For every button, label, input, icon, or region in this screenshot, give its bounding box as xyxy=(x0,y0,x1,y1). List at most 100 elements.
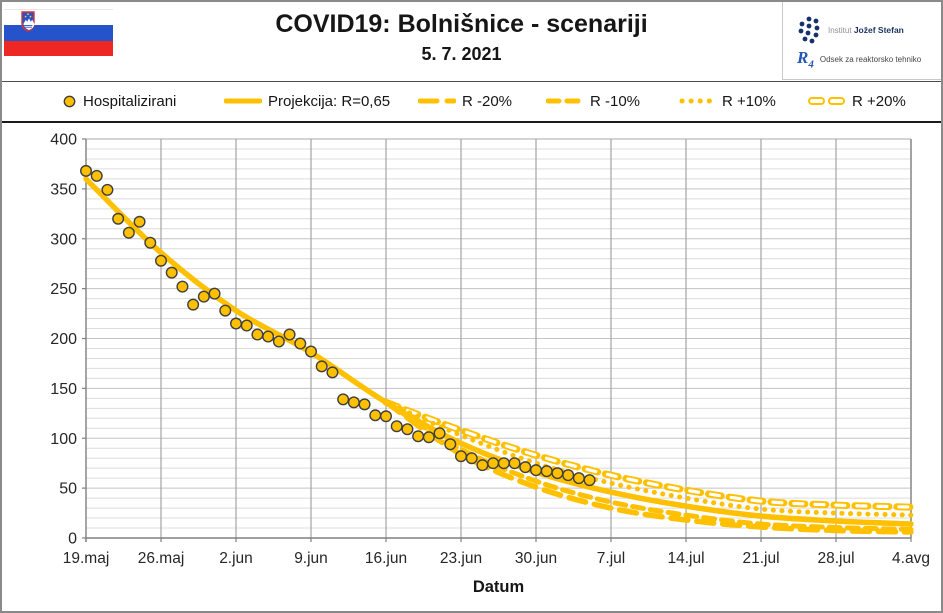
legend-label: R -10% xyxy=(590,92,641,110)
legend-divider xyxy=(2,121,941,123)
header-divider xyxy=(2,81,941,82)
data-point xyxy=(326,366,339,379)
data-point xyxy=(401,423,414,436)
r4-logo-text: Odsek za reaktorsko tehniko xyxy=(819,55,922,65)
data-point xyxy=(208,287,221,300)
data-point xyxy=(176,280,189,293)
dot-line-icon xyxy=(679,98,716,104)
scenario-line-r-plus-10 xyxy=(383,399,914,518)
ijs-logo-text: Institut Jožef Stefan xyxy=(828,25,904,35)
y-tick-label: 0 xyxy=(68,531,77,548)
data-point xyxy=(465,452,478,465)
data-point xyxy=(229,317,242,330)
y-tick-label: 50 xyxy=(59,481,77,498)
data-point xyxy=(79,164,92,177)
x-tick-label: 2.jun xyxy=(219,550,253,567)
long-dash-line-icon xyxy=(418,98,456,104)
legend-label: Hospitalizirani xyxy=(83,92,177,110)
data-point xyxy=(422,431,435,444)
y-tick-label: 200 xyxy=(50,331,77,348)
y-tick-label: 150 xyxy=(50,381,77,398)
data-point xyxy=(294,337,307,350)
data-point xyxy=(455,450,468,463)
legend-item-r-plus-10: R +10% xyxy=(678,91,776,111)
solid-line-icon xyxy=(224,98,262,104)
ijs-bold: Jožef Stefan xyxy=(853,25,904,35)
data-point xyxy=(497,457,510,470)
data-point xyxy=(572,472,585,485)
slovenia-coat-of-arms-icon xyxy=(21,11,35,32)
page-title: COVID19: Bolnišnice - scenariji xyxy=(275,10,648,38)
data-point xyxy=(133,215,146,228)
x-tick-label: 9.jun xyxy=(294,550,328,567)
data-point xyxy=(508,457,521,470)
data-point xyxy=(519,461,532,474)
data-point xyxy=(369,409,382,422)
legend-item-hospitalizirani: Hospitalizirani xyxy=(62,91,176,111)
data-point xyxy=(122,226,135,239)
flag-red-stripe xyxy=(4,41,113,56)
data-point xyxy=(187,298,200,311)
data-point xyxy=(476,459,489,472)
data-point xyxy=(101,183,114,196)
x-tick-label: 14.jul xyxy=(667,550,704,567)
legend-item-r-plus-20: R +20% xyxy=(808,91,906,111)
data-point xyxy=(315,360,328,373)
data-point xyxy=(551,467,564,480)
legend-label: Projekcija: R=0,65 xyxy=(268,92,391,110)
title-block: COVID19: Bolnišnice - scenariji 5. 7. 20… xyxy=(152,10,771,65)
y-tick-label: 300 xyxy=(50,231,77,248)
legend-item-projekcija: Projekcija: R=0,65 xyxy=(224,91,390,111)
data-point xyxy=(337,393,350,406)
ijs-logo: Institut Jožef Stefan xyxy=(797,16,904,44)
data-point xyxy=(262,330,275,343)
r4-sub: 4 xyxy=(808,58,814,71)
data-point xyxy=(165,266,178,279)
data-point xyxy=(358,398,371,411)
x-tick-label: 30.jun xyxy=(515,550,557,567)
data-point xyxy=(433,427,446,440)
legend-label: R -20% xyxy=(462,92,513,110)
ijs-dots-icon xyxy=(798,16,820,44)
x-tick-label: 28.jul xyxy=(817,550,854,567)
r4-logo: R4 Odsek za reaktorsko tehniko xyxy=(797,49,921,70)
data-point xyxy=(347,396,360,409)
data-point xyxy=(154,254,167,267)
x-tick-label: 26.maj xyxy=(138,550,185,567)
data-point xyxy=(240,319,253,332)
x-tick-label: 23.jun xyxy=(440,550,482,567)
slovenia-flag xyxy=(4,9,113,56)
data-point xyxy=(487,457,500,470)
y-tick-label: 350 xyxy=(50,181,77,198)
data-point xyxy=(90,169,103,182)
data-point xyxy=(562,469,575,482)
data-point xyxy=(540,465,553,478)
chart-svg: 0 50 100 150 200 250 300 350 400 19.maj 26.maj 2.ju… xyxy=(50,132,930,597)
data-point xyxy=(272,335,285,348)
y-tick-label: 100 xyxy=(50,431,77,448)
legend-item-r-minus-20: R -20% xyxy=(418,91,512,111)
data-point xyxy=(380,410,393,423)
data-point xyxy=(444,438,457,451)
page-date: 5. 7. 2021 xyxy=(421,44,502,64)
data-point xyxy=(530,464,543,477)
x-tick-label: 16.jun xyxy=(365,550,407,567)
data-point xyxy=(251,328,264,341)
x-tick-label: 4.avg xyxy=(892,550,930,567)
logo-box: Institut Jožef Stefan R4 Odsek za reakto… xyxy=(782,2,941,80)
dash-line-icon xyxy=(546,98,584,104)
header: COVID19: Bolnišnice - scenariji 5. 7. 20… xyxy=(2,2,941,81)
y-tick-label: 250 xyxy=(50,281,77,298)
x-tick-label: 19.maj xyxy=(63,550,110,567)
chart-legend: Hospitalizirani Projekcija: R=0,65 R -20… xyxy=(2,82,941,121)
data-point xyxy=(412,430,425,443)
r4-letter: R xyxy=(797,48,809,67)
y-tick-label: 400 xyxy=(50,132,77,149)
legend-label: R +10% xyxy=(722,92,776,110)
r4-glyph-icon: R4 xyxy=(797,49,814,70)
scenario-line-r-minus-10 xyxy=(383,399,914,532)
data-point xyxy=(283,328,296,341)
data-point xyxy=(583,474,596,487)
ijs-prefix: Institut xyxy=(828,26,852,35)
